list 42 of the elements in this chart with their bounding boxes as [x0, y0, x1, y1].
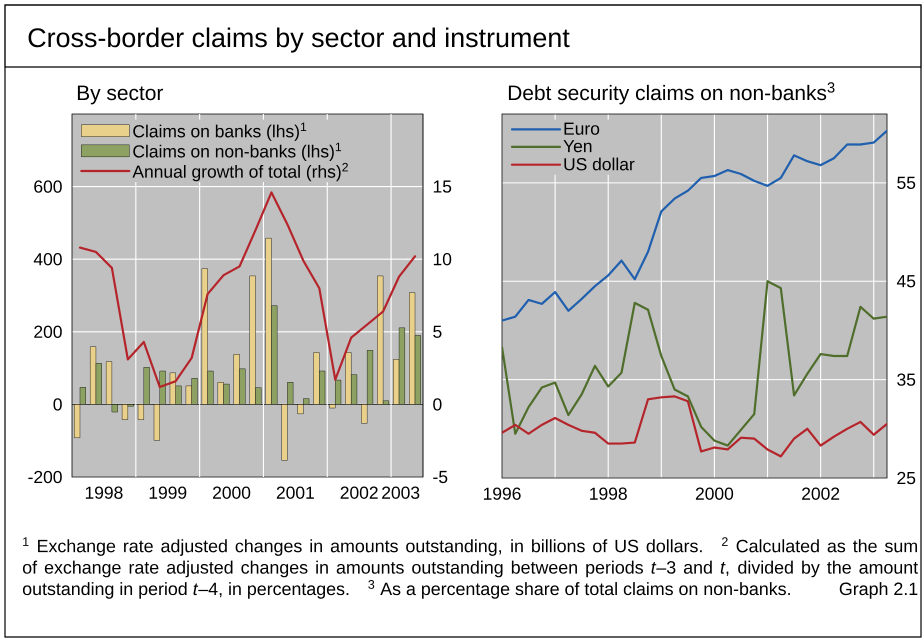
text: $^{2}$ Calculated as the sum — [722, 537, 917, 552]
line-series — [78, 191, 416, 388]
legend-label: Annual growth of total (rhs)$^{2}$ — [132, 162, 348, 182]
y-tick-label: 0 — [53, 398, 62, 411]
caption: Graph 2.1 — [840, 582, 918, 599]
x-tick-label: 2000 — [213, 486, 250, 499]
y-tick-label: 200 — [34, 326, 62, 338]
y-tick-label: 35 — [897, 373, 916, 386]
x-tick-label: 1998 — [590, 488, 627, 500]
x-tick-label: 2002 — [802, 488, 840, 500]
y2-tick-label: 10 — [434, 253, 452, 266]
line-series — [502, 395, 888, 458]
x-tick-label: 2000 — [696, 488, 734, 500]
y-tick-label: 55 — [897, 176, 916, 189]
x-tick-label: 1996 — [484, 488, 521, 500]
chart-title: Cross-border claims by sector and instrument — [28, 28, 570, 53]
legend-label: Yen — [563, 140, 592, 152]
y-tick-label: -200 — [28, 470, 62, 484]
legend-label: US dollar — [564, 158, 634, 170]
x-tick-label: 2003 — [382, 486, 420, 499]
y-tick-label: 400 — [34, 253, 62, 266]
x-tick-label: 1998 — [86, 486, 123, 499]
y-tick-label: 25 — [897, 472, 916, 484]
x-tick-label: 2002 — [340, 486, 378, 499]
line-series — [502, 280, 888, 447]
text: $^{3}$ As a percentage share of total claims on non-banks. — [368, 580, 790, 599]
x-tick-label: 2001 — [276, 486, 314, 499]
text: $^{1}$ Exchange rate adjusted changes in amounts outstanding, in billions of US dollars. — [23, 537, 702, 556]
legend-label: Euro — [564, 122, 600, 135]
legend-label: Claims on banks (lhs)$^{1}$ — [133, 122, 306, 141]
y2-tick-label: 0 — [433, 398, 442, 411]
y2-tick-label: -5 — [433, 470, 448, 484]
text: outstanding in period t–4, in percentages. — [22, 582, 348, 599]
chart-subtitle: Debt security claims on non-banks$^{3}$ — [508, 82, 834, 104]
y2-tick-label: 5 — [433, 326, 442, 338]
y-tick-label: 45 — [896, 275, 916, 288]
y2-tick-label: 15 — [434, 180, 452, 193]
legend-label: Claims on non-banks (lhs)$^{1}$ — [133, 142, 342, 162]
y-tick-label: 600 — [34, 180, 62, 193]
x-tick-label: 1999 — [150, 486, 186, 499]
text: of exchange rate adjusted changes in amounts outstanding between periods t–3 and t, divided by the amount — [22, 560, 918, 578]
chart-subtitle: By sector — [78, 86, 164, 104]
